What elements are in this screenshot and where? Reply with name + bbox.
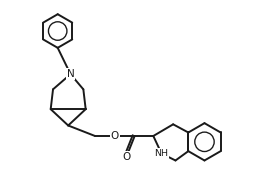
Text: O: O (111, 131, 119, 141)
Text: NH: NH (155, 149, 168, 158)
Text: N: N (67, 69, 74, 79)
Text: O: O (122, 152, 131, 161)
